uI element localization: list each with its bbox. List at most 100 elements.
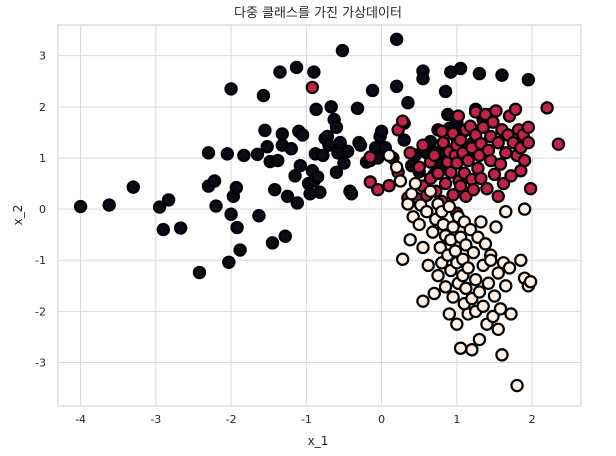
data-point-class-2 — [514, 253, 528, 267]
data-point-class-2 — [499, 204, 513, 219]
data-point-class-1 — [551, 137, 566, 151]
data-point-class-0 — [335, 43, 350, 58]
data-point-class-2 — [408, 176, 423, 191]
data-point-class-1 — [431, 166, 445, 181]
data-point-class-1 — [435, 124, 449, 139]
data-point-class-0 — [207, 174, 222, 188]
x-tick-labels: -4 -3 -2 -1 0 1 2 — [75, 413, 535, 426]
x-tick-label: -2 — [226, 413, 237, 426]
data-point-class-0 — [102, 198, 116, 212]
data-point-class-0 — [389, 32, 404, 47]
data-point-class-0 — [344, 187, 359, 201]
data-point-class-2 — [459, 238, 473, 252]
chart-title: 다중 클래스를 가진 가상데이터 — [234, 6, 402, 21]
data-point-class-1 — [521, 120, 536, 134]
data-point-class-0 — [316, 148, 330, 163]
data-point-class-2 — [493, 302, 508, 316]
data-point-class-2 — [459, 281, 473, 296]
data-point-class-0 — [192, 265, 207, 280]
y-tick-label: 3 — [39, 50, 46, 63]
data-point-class-1 — [446, 188, 460, 202]
data-point-class-2 — [478, 237, 493, 251]
y-tick-label: 0 — [39, 203, 46, 216]
data-point-class-1 — [305, 80, 320, 95]
data-point-class-2 — [438, 280, 453, 294]
data-point-class-2 — [395, 252, 410, 266]
data-point-class-1 — [508, 102, 523, 117]
data-point-class-2 — [476, 299, 490, 313]
data-point-class-2 — [450, 317, 464, 331]
data-point-class-0 — [288, 169, 302, 183]
data-point-class-2 — [446, 220, 460, 234]
data-point-class-2 — [491, 322, 505, 336]
data-point-class-0 — [268, 182, 282, 197]
data-point-class-2 — [465, 343, 479, 357]
data-point-class-2 — [468, 272, 483, 287]
data-point-class-2 — [499, 279, 513, 293]
data-point-class-1 — [453, 133, 468, 147]
data-point-class-1 — [491, 135, 505, 150]
data-point-class-1 — [395, 114, 410, 128]
data-point-class-1 — [444, 165, 458, 179]
data-point-class-1 — [371, 182, 385, 197]
data-point-class-0 — [521, 73, 536, 87]
data-point-class-0 — [374, 124, 389, 139]
data-point-class-0 — [256, 88, 271, 103]
data-point-class-1 — [496, 176, 511, 191]
data-point-class-2 — [463, 222, 478, 237]
x-tick-label: -4 — [75, 413, 86, 426]
data-point-class-0 — [389, 79, 404, 94]
data-point-class-2 — [420, 204, 434, 219]
data-point-class-2 — [466, 245, 481, 260]
data-point-class-2 — [495, 348, 509, 362]
data-point-class-2 — [510, 378, 524, 393]
data-point-class-2 — [481, 276, 496, 290]
data-point-class-1 — [436, 135, 450, 150]
data-point-class-2 — [461, 261, 475, 275]
x-axis-label: x_1 — [308, 434, 329, 448]
y-tick-label: 1 — [39, 152, 46, 165]
data-point-class-1 — [493, 157, 508, 171]
data-point-class-1 — [521, 135, 536, 150]
data-point-class-0 — [233, 243, 247, 257]
data-point-class-0 — [453, 61, 468, 76]
data-point-class-2 — [483, 253, 498, 267]
data-point-class-2 — [486, 309, 500, 324]
data-point-class-2 — [389, 160, 404, 174]
data-point-class-2 — [393, 174, 408, 188]
data-point-class-2 — [502, 261, 517, 275]
data-point-class-1 — [474, 171, 488, 186]
data-point-class-0 — [237, 148, 251, 163]
data-point-class-0 — [472, 66, 487, 81]
data-point-class-0 — [161, 193, 176, 207]
data-point-class-0 — [209, 199, 223, 213]
data-point-class-2 — [433, 240, 447, 255]
x-tick-label: 2 — [529, 413, 536, 426]
data-point-class-0 — [313, 185, 327, 199]
data-point-class-0 — [252, 209, 266, 223]
data-point-class-0 — [275, 127, 289, 141]
data-point-class-2 — [472, 332, 487, 347]
data-point-class-2 — [489, 220, 503, 234]
data-point-class-0 — [284, 142, 298, 156]
data-point-class-2 — [504, 307, 518, 321]
data-point-class-0 — [260, 140, 274, 154]
data-point-class-0 — [397, 133, 411, 147]
y-tick-label: 2 — [39, 101, 46, 114]
data-point-class-0 — [271, 153, 285, 168]
data-point-class-2 — [453, 341, 468, 355]
data-point-class-0 — [295, 128, 310, 142]
data-point-class-0 — [156, 222, 171, 237]
data-point-class-2 — [416, 294, 430, 308]
data-point-class-0 — [230, 220, 244, 235]
data-point-class-0 — [265, 236, 280, 250]
data-point-class-0 — [307, 65, 321, 79]
y-tick-labels: -3 -2 -1 0 1 2 3 — [35, 50, 46, 370]
data-point-class-1 — [427, 148, 441, 163]
data-point-class-0 — [324, 100, 338, 114]
data-point-class-2 — [446, 290, 460, 304]
data-point-class-2 — [412, 217, 426, 232]
data-point-class-1 — [438, 176, 453, 191]
data-point-class-1 — [499, 146, 513, 160]
plot-frame — [57, 24, 582, 407]
